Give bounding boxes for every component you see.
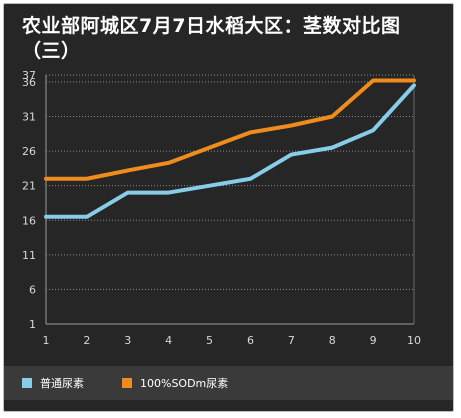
legend-item-series-2: 100%SODm尿素 (122, 376, 228, 390)
y-tick-label: 37 (22, 69, 36, 82)
x-tick-label: 2 (83, 334, 90, 347)
x-tick-label: 9 (370, 334, 377, 347)
y-tick-label: 1 (29, 318, 36, 331)
y-tick-label: 16 (22, 214, 36, 227)
y-tick-label: 36 (22, 76, 36, 89)
series-lines (44, 78, 416, 219)
y-tick-label: 26 (22, 145, 36, 158)
x-tick-labels: 1 2 3 4 5 6 7 8 9 10 (43, 334, 422, 347)
chart-title-line-2: （三） (22, 40, 81, 62)
legend-label-series-2: 100%SODm尿素 (140, 377, 229, 390)
grid-lines (46, 74, 414, 290)
chart-frame (3, 3, 454, 412)
chart-title: 农业部阿城区7月7日水稻大区：茎数对比图 （三） (22, 14, 452, 64)
series-line-1 (44, 83, 416, 219)
series-line-2 (44, 78, 416, 181)
x-tick-label: 4 (165, 334, 172, 347)
legend-swatch-series-2 (122, 378, 132, 388)
x-tick-label: 1 (43, 334, 50, 347)
x-tick-label: 5 (206, 334, 213, 347)
legend-item-series-1: 普通尿素 (22, 376, 84, 390)
y-tick-label: 31 (22, 111, 36, 124)
legend-swatch-series-1 (22, 378, 32, 388)
y-tick-label: 6 (29, 283, 36, 296)
legend: 普通尿素 100%SODm尿素 (4, 366, 453, 400)
x-tick-label: 10 (407, 334, 421, 347)
axes (45, 75, 415, 325)
x-tick-label: 3 (124, 334, 131, 347)
chart-title-line-1: 农业部阿城区7月7日水稻大区：茎数对比图 (22, 15, 401, 37)
legend-label-series-1: 普通尿素 (40, 377, 84, 390)
y-tick-label: 11 (22, 249, 36, 262)
x-tick-label: 8 (329, 334, 336, 347)
x-tick-label: 7 (288, 334, 295, 347)
y-tick-label: 21 (22, 180, 36, 193)
x-tick-label: 6 (247, 334, 254, 347)
